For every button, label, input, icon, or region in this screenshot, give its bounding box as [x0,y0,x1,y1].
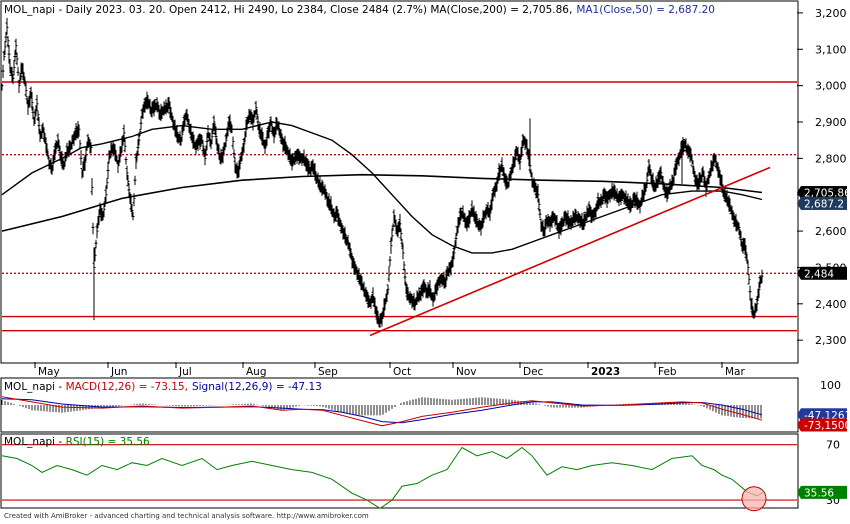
macd-title: MOL_napi - MACD(12,26) = -73.15, Signal(1… [4,381,322,393]
price-tick-label: 2,400 [815,298,847,311]
month-label: Aug [246,366,267,378]
rsi-badges: 35.56 [797,486,847,500]
rsi-highlight-circle [742,487,766,511]
price-tick-label: 3,000 [815,80,847,93]
price-tick-label: 3,100 [815,43,847,56]
month-label: May [38,366,60,378]
month-label: Feb [658,366,677,378]
month-label: Jun [110,366,127,378]
rsi-title-symbol: MOL_napi - [4,436,66,448]
price-frame [1,1,798,363]
price-tick-label: 2,600 [815,225,847,238]
ma200-legend: MA(Close,200) = 2,705.86, [430,4,572,16]
month-label: Sep [318,366,338,378]
rsi-title: MOL_napi - RSI(15) = 35.56 [4,436,150,448]
price-title-details: - Daily 2023. 03. 20. Open 2412, Hi 2490… [55,4,430,16]
signal-legend: Signal(12,26,9) = -47.13 [192,381,322,393]
month-label: Mar [725,366,745,378]
rsi-legend: RSI(15) = 35.56 [66,436,150,448]
month-labels: May Jun Jul Aug Sep Oct Nov Dec 2023 Feb Mar [35,362,745,378]
macd-legend: MACD(12,26) = -73.15, [66,381,188,393]
price-badge: 2,484 [804,268,834,280]
rsi-tick-label: 70 [826,439,840,452]
price-tick-label: 2,900 [815,116,847,129]
ma50-legend: MA1(Close,50) = 2,687.20 [576,4,715,16]
footer-credit: Created with AmiBroker - advanced charti… [4,512,369,520]
price-badge: 2,687.2 [804,198,844,210]
macd-tick-label: 100 [820,379,841,392]
month-label: 2023 [591,366,620,378]
price-tick-label: 2,300 [815,334,847,347]
price-panel: 2,3002,4002,5002,6002,7002,8002,9003,000… [1,1,850,378]
macd-badge: -73,1500 [804,420,850,432]
macd-title-symbol: MOL_napi - [4,381,66,393]
rsi-badge: 35.56 [804,487,834,499]
macd-panel: 100 -47,1261-73,1500 MOL_napi - MACD(12,… [1,378,850,432]
month-label: Jul [178,366,192,378]
price-axis: 2,3002,4002,5002,6002,7002,8002,9003,000… [797,7,847,347]
month-label: Oct [393,366,411,378]
month-label: Nov [456,366,477,378]
price-tick-label: 3,200 [815,7,847,20]
price-title-symbol: MOL_napi [4,4,55,16]
month-label: Dec [523,366,544,378]
price-tick-label: 2,800 [815,152,847,165]
price-title: MOL_napi - Daily 2023. 03. 20. Open 2412… [4,4,715,16]
macd-badges: -47,1261-73,1500 [797,408,850,432]
